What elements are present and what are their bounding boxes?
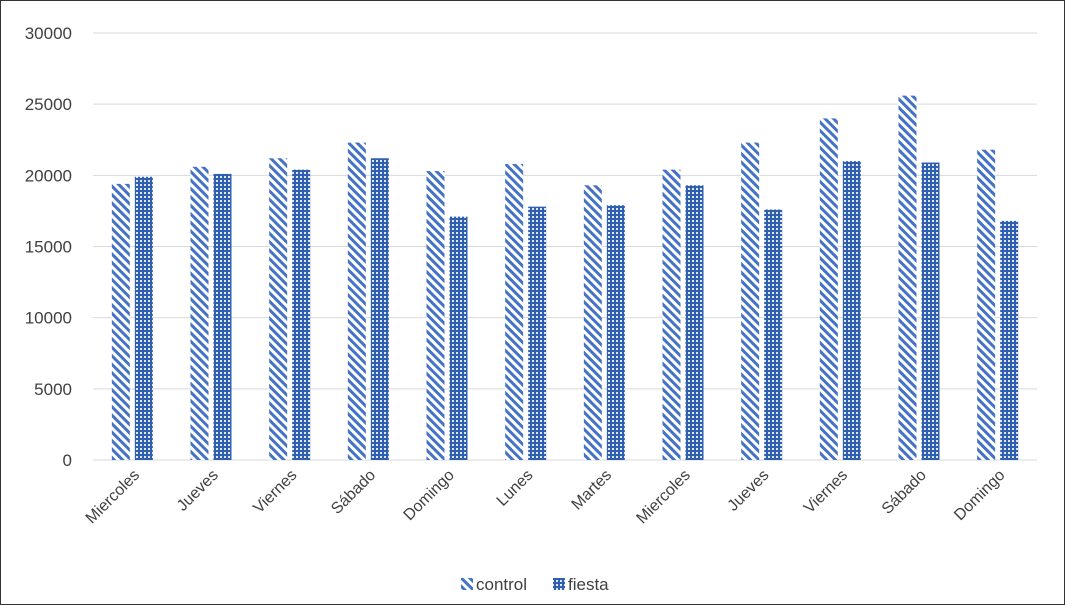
bar-fiesta-8: [685, 185, 704, 460]
x-category-label: Viernes: [250, 467, 300, 517]
bar-control-8: [662, 169, 681, 460]
x-category-label: Miercoles: [633, 467, 693, 527]
legend-swatch-fiesta: [553, 578, 565, 590]
bar-control-10: [819, 118, 838, 461]
x-category-label: Martes: [569, 467, 616, 514]
legend-label-fiesta: fiesta: [568, 575, 609, 594]
gridlines: [93, 32, 1037, 461]
bar-control-4: [347, 142, 366, 460]
y-tick-label: 15000: [25, 238, 72, 257]
bar-fiesta-1: [134, 176, 153, 461]
bar-fiesta-12: [1000, 220, 1019, 460]
y-tick-label: 0: [63, 451, 72, 470]
x-category-label: Sábado: [879, 467, 930, 518]
legend: control fiesta: [461, 575, 609, 594]
y-tick-label: 20000: [25, 166, 72, 185]
legend-label-control: control: [476, 575, 527, 594]
bar-control-2: [190, 166, 209, 460]
bars: [111, 95, 1019, 461]
x-category-label: Jueves: [725, 467, 773, 515]
y-axis: 0 5000 10000 15000 20000 25000 30000: [25, 24, 72, 470]
bar-control-3: [269, 158, 288, 460]
y-tick-label: 5000: [34, 380, 72, 399]
bar-fiesta-3: [292, 169, 311, 460]
legend-swatch-control: [461, 578, 473, 590]
y-tick-label: 25000: [25, 95, 72, 114]
bar-fiesta-6: [528, 206, 547, 460]
x-category-label: Lunes: [494, 467, 537, 510]
bar-control-1: [111, 183, 130, 460]
bar-control-7: [583, 185, 602, 460]
bar-fiesta-11: [921, 162, 940, 461]
bar-control-11: [898, 95, 917, 461]
x-category-label: Domingo: [951, 467, 1008, 524]
bar-fiesta-4: [370, 158, 389, 460]
bar-fiesta-7: [606, 205, 625, 460]
bar-control-5: [426, 171, 445, 460]
bar-control-12: [977, 149, 996, 461]
x-category-label: Viernes: [801, 467, 851, 517]
bar-fiesta-9: [764, 209, 783, 460]
x-category-label: Jueves: [174, 467, 222, 515]
x-category-label: Sábado: [328, 467, 379, 518]
bar-fiesta-5: [449, 216, 468, 460]
bar-control-6: [505, 163, 524, 461]
bar-control-9: [741, 142, 760, 460]
x-category-label: Domingo: [401, 467, 458, 524]
x-axis: Miercoles Jueves Viernes Sábado Domingo Lunes…: [83, 467, 1009, 528]
y-tick-label: 10000: [25, 309, 72, 328]
y-tick-label: 30000: [25, 24, 72, 43]
x-category-label: Miercoles: [83, 467, 143, 527]
bar-fiesta-2: [213, 173, 232, 460]
bar-fiesta-10: [842, 161, 861, 460]
